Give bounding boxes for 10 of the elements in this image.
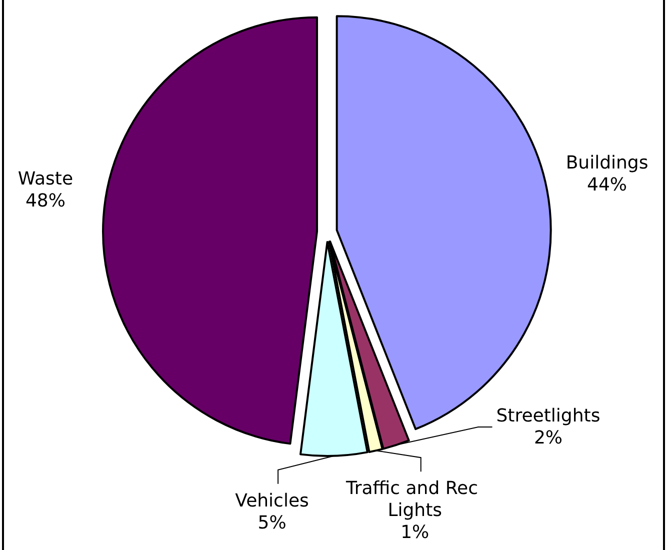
slice-label: Waste (18, 168, 74, 190)
slice-label: Streetlights (496, 406, 600, 427)
slice-label: Buildings (566, 152, 648, 174)
data-label: 2% (534, 428, 562, 449)
slice-label: Vehicles (235, 490, 309, 512)
data-label: 48% (25, 190, 66, 212)
data-label: 5% (258, 512, 286, 534)
data-label: 1% (400, 522, 430, 544)
data-label: 44% (587, 174, 628, 196)
slice-label: Traffic and Rec Lights (344, 478, 484, 522)
